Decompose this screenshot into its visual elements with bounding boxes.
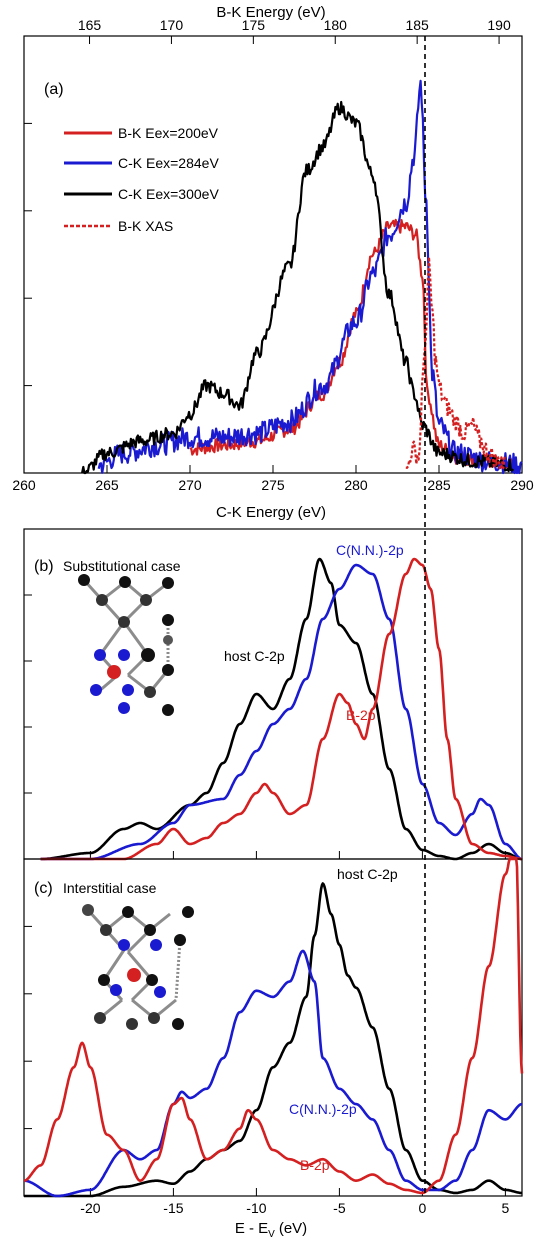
panel-b-ticks [24,594,506,859]
panel-a-left-ticks [24,122,32,387]
panel-a-series [81,79,523,475]
panel-a-label: (a) [44,81,64,98]
c-host-label: host C-2p [337,866,398,882]
series-a-2 [81,100,515,475]
panel-b-title: Substitutional case [63,558,181,574]
legend-label-ck284: C-K Eex=284eV [118,155,219,171]
series-a-3 [405,256,506,471]
legend-label-ck300: C-K Eex=300eV [118,186,219,202]
bottom-axis-label-a: C-K Energy (eV) [216,504,326,521]
bottom-tick-label-a: 260 [12,477,36,493]
bottom-tick-label-c: -5 [333,1200,346,1216]
panel-b: (b) Substitutional case host C-2p C(N.N.… [23,528,523,861]
b-cnn-label: C(N.N.)-2p [336,542,404,558]
bottom-tick-label-a: 275 [261,477,285,493]
bottom-axis-label-c: E - EV (eV) [235,1220,307,1240]
b-b2p-label: B-2p [346,707,376,723]
bottom-tick-label-c: -20 [80,1200,100,1216]
top-tick-label: 185 [405,17,429,33]
bottom-tick-label-a: 285 [427,477,451,493]
series-1-0 [40,557,523,861]
crystal-structure-substitutional [78,574,174,716]
panel-c-frame [23,858,523,1197]
panel-a-frame [23,35,523,474]
legend-label-bk200: B-K Eex=200eV [118,125,219,141]
bottom-tick-label-a: 270 [178,477,202,493]
legend: B-K Eex=200eV C-K Eex=284eV C-K Eex=300e… [64,125,219,234]
panel-c: -20 -15 -10 -5 0 5 (c) Interstitial case host… [23,857,524,1240]
panel-b-series [40,557,523,861]
panel-a-bottom-axis: 260 265 270 275 280 285 290 [12,465,534,493]
b-host-label: host C-2p [224,648,285,664]
panel-c-label: (c) [34,880,53,897]
top-axis-label: B-K Energy (eV) [216,4,325,21]
series-1-1 [40,563,523,861]
panel-c-title: Interstitial case [63,880,157,896]
bottom-tick-label-c: 5 [502,1200,510,1216]
bottom-tick-label-a: 290 [510,477,534,493]
top-tick-label: 175 [242,17,266,33]
series-2-1 [23,949,523,1198]
series-2-2 [23,857,524,1195]
bottom-tick-label-c: -15 [163,1200,183,1216]
panel-c-series [23,857,524,1198]
legend-label-bkxas: B-K XAS [118,218,173,234]
c-cnn-label: C(N.N.)-2p [289,1101,357,1117]
top-tick-label: 170 [160,17,184,33]
panel-c-ticks: -20 -15 -10 -5 0 5 [24,925,510,1216]
series-1-2 [40,557,523,861]
panel-a-top-axis: 165 170 175 180 185 190 [78,17,511,44]
bottom-tick-label-c: 0 [419,1200,427,1216]
top-tick-label: 180 [324,17,348,33]
bottom-tick-label-c: -10 [246,1200,266,1216]
panel-b-label: (b) [34,558,54,575]
crystal-structure-interstitial [82,904,194,1030]
c-b2p-label: B-2p [300,1157,330,1173]
bottom-tick-label-a: 280 [344,477,368,493]
bottom-tick-label-a: 265 [95,477,119,493]
panel-a: 165 170 175 180 185 190 260 265 270 275 280 285 290… [12,4,534,521]
top-tick-label: 165 [78,17,102,33]
series-a-1 [97,79,523,475]
top-tick-label: 190 [487,17,511,33]
